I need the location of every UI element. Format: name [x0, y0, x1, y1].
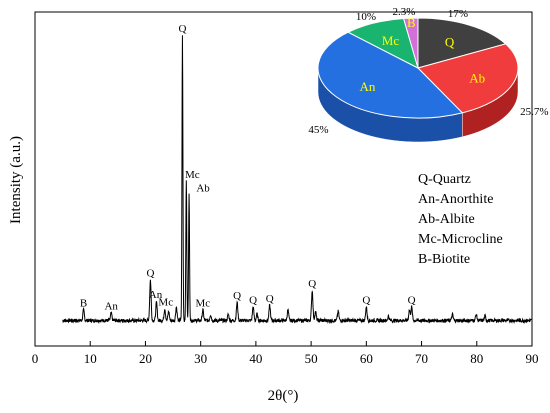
x-axis-title: 2θ(°): [268, 388, 299, 404]
peak-label: An: [104, 301, 118, 313]
legend-entry: B-Biotite: [418, 252, 470, 267]
peak-label: Q: [408, 295, 416, 307]
peak-label: Mc: [185, 169, 200, 181]
x-tick-label: 0: [32, 351, 39, 366]
x-tick-label: 90: [526, 351, 539, 366]
peak-label: Q: [146, 268, 154, 280]
x-tick-label: 10: [84, 351, 97, 366]
peak-label: B: [80, 298, 87, 310]
x-tick-label: 50: [305, 351, 318, 366]
pie-slice: [317, 31, 464, 119]
peak-label: Q: [266, 293, 274, 305]
peak-label: Ab: [196, 183, 210, 195]
pie-slice: [417, 17, 507, 69]
legend-entry: Q-Quartz: [418, 172, 471, 187]
peak-label: Mc: [158, 297, 173, 309]
peak-label: Q: [178, 23, 186, 35]
x-tick-label: 60: [360, 351, 373, 366]
pie-value-label: 10%: [356, 11, 376, 23]
plot-frame: [34, 11, 533, 347]
peak-label: Q: [362, 295, 370, 307]
x-axis-ticks: 0 10 20 30 40 50 60 70 80 90: [32, 341, 539, 366]
xrd-pattern-line: [62, 35, 533, 325]
x-tick-label: 70: [415, 351, 428, 366]
pie-slice: [402, 17, 419, 69]
x-tick-label: 40: [249, 351, 262, 366]
peak-label: An: [149, 289, 163, 301]
peak-label: Q: [249, 295, 257, 307]
pie-category-label: Ab: [469, 70, 485, 85]
pie-slice: [417, 43, 519, 114]
pie-chart: Q 17% Ab 25.7% An 45% Mc 10% B2.3%: [308, 6, 549, 143]
legend: Q-Quartz An-Anorthite Ab-Albite Mc-Microcli…: [418, 172, 503, 267]
pie-category-label: B: [407, 15, 416, 30]
pie-value-label: 45%: [308, 124, 328, 136]
pie-value-label: 2.3%: [393, 6, 416, 18]
pie-value-label: 17%: [448, 8, 468, 20]
y-axis-title: Intensity (a.u.): [8, 136, 24, 224]
x-tick-label: 20: [139, 351, 152, 366]
peak-label: Q: [308, 278, 316, 290]
x-tick-label: 30: [194, 351, 207, 366]
x-tick-label: 80: [470, 351, 483, 366]
pie-category-label: Q: [445, 34, 455, 49]
peak-label: Mc: [196, 298, 211, 310]
legend-entry: Mc-Microcline: [418, 232, 503, 247]
pie-category-label: Mc: [382, 33, 400, 48]
peak-label: Q: [233, 290, 241, 302]
legend-entry: An-Anorthite: [418, 192, 493, 207]
pie-value-label: 25.7%: [520, 106, 548, 118]
pie-category-label: An: [359, 79, 375, 94]
legend-entry: Ab-Albite: [418, 212, 475, 227]
